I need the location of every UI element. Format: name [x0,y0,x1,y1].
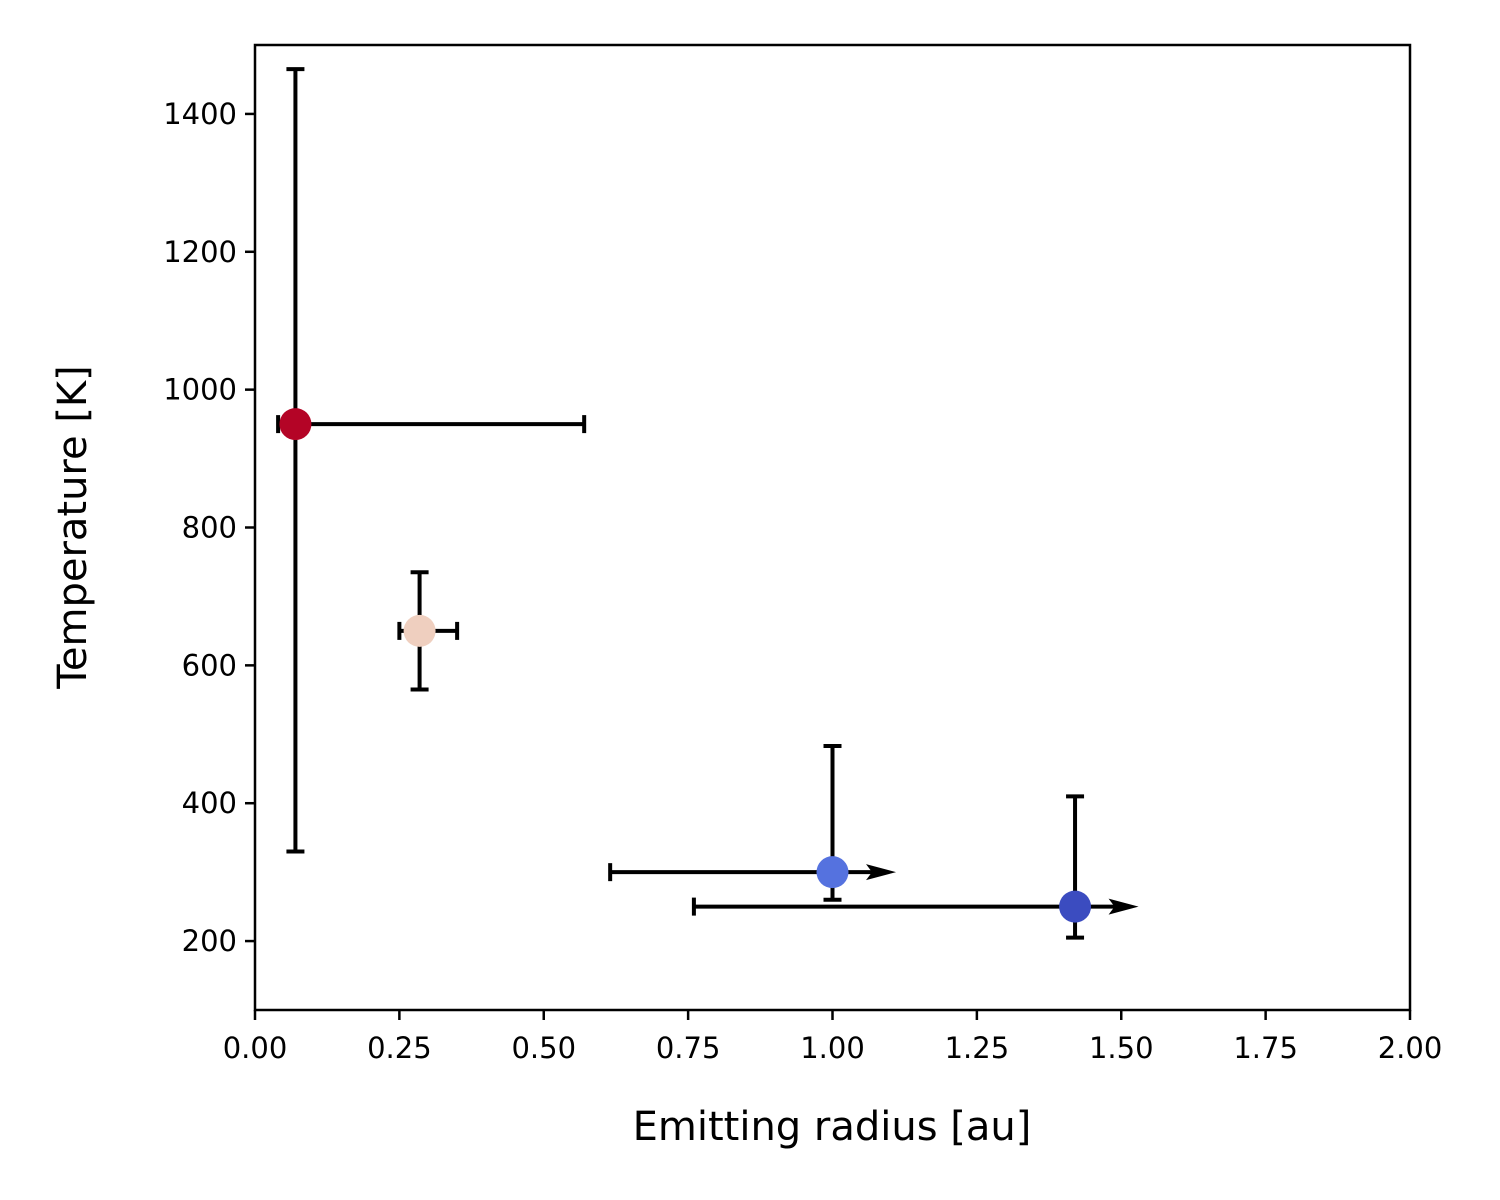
y-tick-label: 200 [182,924,237,958]
y-tick-label: 400 [182,786,237,820]
data-point [1059,890,1092,923]
y-tick-label: 1000 [163,373,237,407]
y-axis-ticks: 200 400 600 800 1000 1200 1400 [163,97,255,958]
x-tick-label: 0.50 [511,1031,576,1065]
data-point [279,408,312,441]
y-tick-label: 1200 [163,235,237,269]
x-tick-label: 2.00 [1378,1031,1443,1065]
y-axis-label: Temperature [K] [50,365,96,690]
data-point [403,614,436,647]
data-marks [276,67,1139,940]
x-tick-label: 0.00 [223,1031,288,1065]
x-tick-label: 1.75 [1233,1031,1298,1065]
x-tick-label: 0.75 [656,1031,721,1065]
x-tick-label: 1.50 [1089,1031,1154,1065]
data-point [816,856,849,889]
x-axis-ticks: 0.00 0.25 0.50 0.75 1.00 1.25 1.50 1.75 2.00 [223,1010,1443,1065]
y-tick-label: 1400 [163,97,237,131]
lower-limit-arrow [866,864,897,881]
x-axis-label: Emitting radius [au] [633,1104,1032,1150]
y-tick-label: 800 [182,511,237,545]
x-tick-label: 1.00 [800,1031,865,1065]
x-tick-label: 0.25 [367,1031,432,1065]
lower-limit-arrow [1108,898,1139,915]
y-tick-label: 600 [182,648,237,682]
x-tick-label: 1.25 [945,1031,1010,1065]
